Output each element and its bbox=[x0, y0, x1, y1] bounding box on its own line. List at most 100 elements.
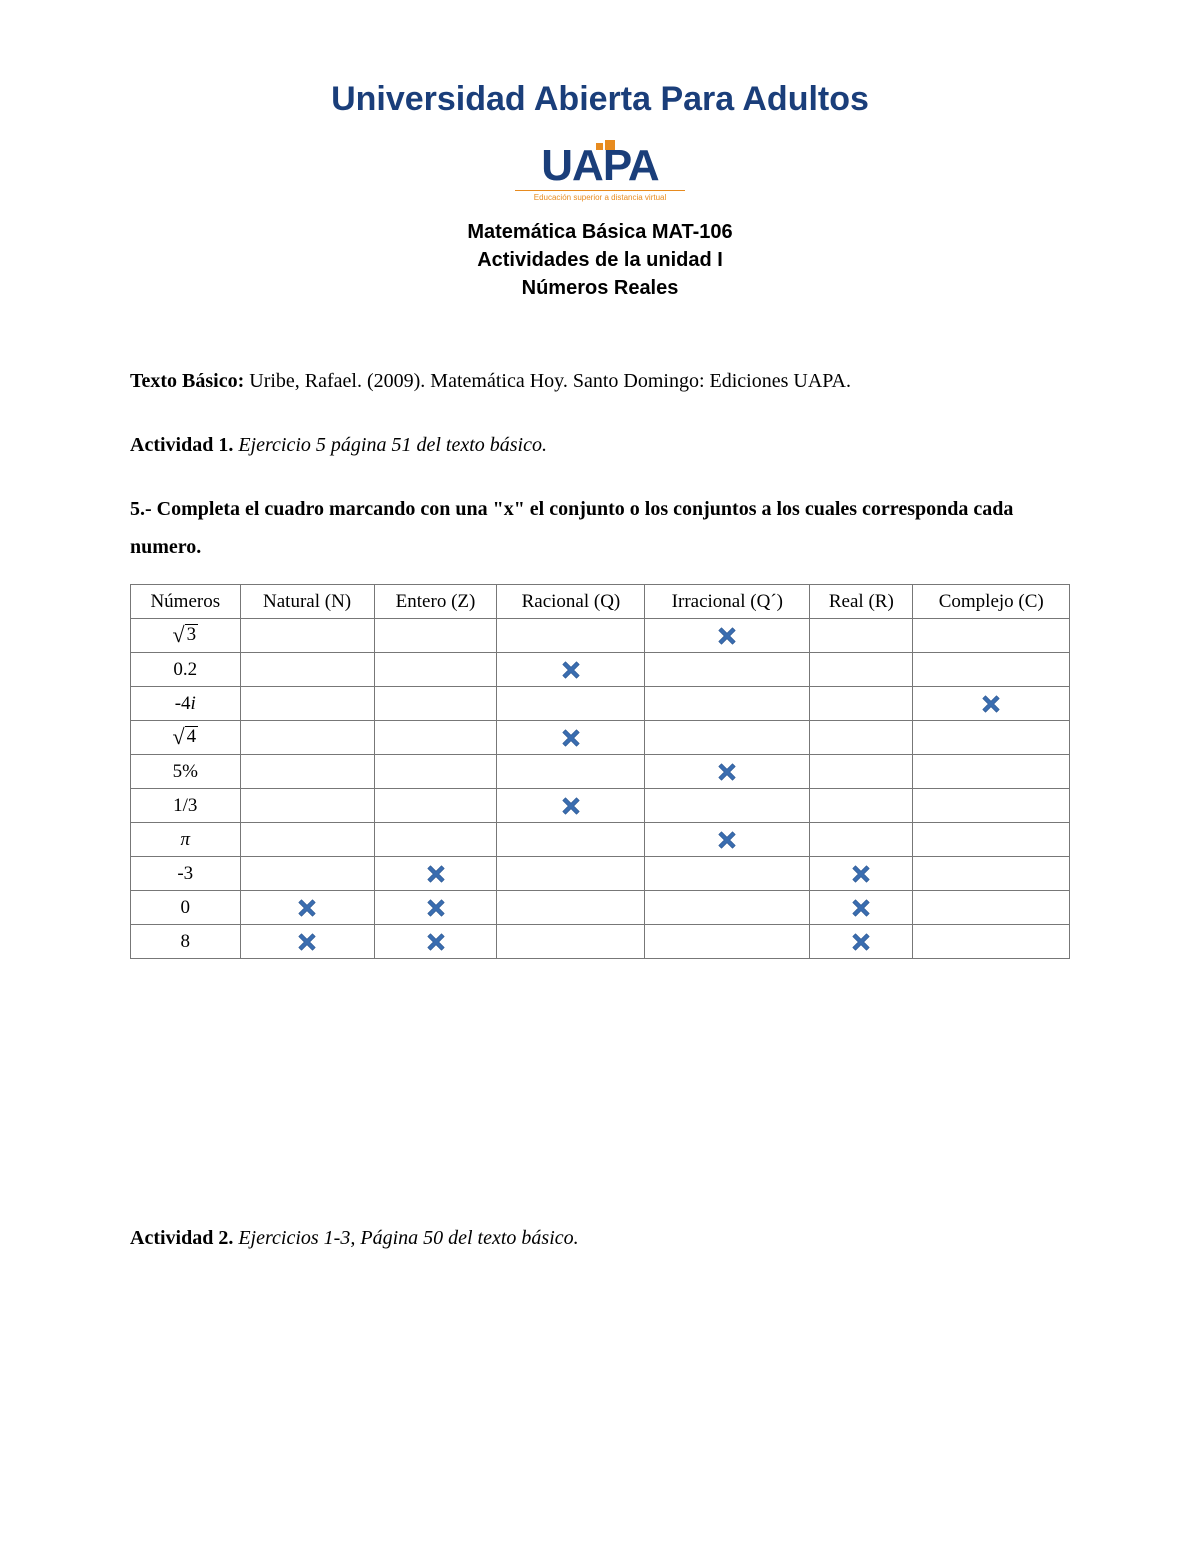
table-cell bbox=[913, 823, 1070, 857]
table-cell bbox=[645, 721, 810, 755]
table-cell bbox=[240, 925, 374, 959]
actividad-2-value: Ejercicios 1-3, Página 50 del texto bási… bbox=[233, 1227, 578, 1249]
table-cell bbox=[645, 755, 810, 789]
number-sets-table: NúmerosNatural (N)Entero (Z)Racional (Q)… bbox=[130, 584, 1070, 959]
row-number-label: 1/3 bbox=[131, 789, 241, 823]
table-cell bbox=[374, 925, 497, 959]
texto-basico-label: Texto Básico: bbox=[130, 370, 244, 392]
table-column-header: Racional (Q) bbox=[497, 585, 645, 619]
course-info: Matemática Básica MAT-106 Actividades de… bbox=[130, 218, 1070, 302]
texto-basico-value: Uribe, Rafael. (2009). Matemática Hoy. S… bbox=[244, 370, 851, 392]
table-cell bbox=[374, 687, 497, 721]
actividad-2-line: Actividad 2. Ejercicios 1-3, Página 50 d… bbox=[130, 1219, 1070, 1257]
row-number-label: -4i bbox=[131, 687, 241, 721]
table-cell bbox=[913, 789, 1070, 823]
course-line-3: Números Reales bbox=[130, 274, 1070, 302]
table-cell bbox=[497, 891, 645, 925]
table-cell bbox=[810, 619, 913, 653]
table-cell bbox=[240, 721, 374, 755]
table-row: -3 bbox=[131, 857, 1070, 891]
table-cell bbox=[240, 891, 374, 925]
table-cell bbox=[913, 925, 1070, 959]
table-cell bbox=[240, 687, 374, 721]
table-cell bbox=[497, 721, 645, 755]
row-number-label: 8 bbox=[131, 925, 241, 959]
table-row: 5% bbox=[131, 755, 1070, 789]
table-cell bbox=[645, 823, 810, 857]
exercise-5-prompt: 5.- Completa el cuadro marcando con una … bbox=[130, 490, 1070, 566]
table-row: √4 bbox=[131, 721, 1070, 755]
table-cell bbox=[374, 755, 497, 789]
university-title: Universidad Abierta Para Adultos bbox=[130, 80, 1070, 119]
table-cell bbox=[497, 823, 645, 857]
table-cell bbox=[374, 653, 497, 687]
table-header-row: NúmerosNatural (N)Entero (Z)Racional (Q)… bbox=[131, 585, 1070, 619]
table-cell bbox=[810, 755, 913, 789]
row-number-label: -3 bbox=[131, 857, 241, 891]
actividad-1-label: Actividad 1. bbox=[130, 434, 233, 456]
table-cell bbox=[810, 823, 913, 857]
table-cell bbox=[374, 789, 497, 823]
table-row: √3 bbox=[131, 619, 1070, 653]
table-cell bbox=[497, 755, 645, 789]
table-cell bbox=[913, 857, 1070, 891]
table-cell bbox=[810, 789, 913, 823]
row-number-label: √3 bbox=[131, 619, 241, 653]
table-cell bbox=[497, 925, 645, 959]
actividad-1-value: Ejercicio 5 página 51 del texto básico. bbox=[233, 434, 547, 456]
table-cell bbox=[240, 619, 374, 653]
table-cell bbox=[645, 891, 810, 925]
table-cell bbox=[913, 653, 1070, 687]
table-column-header: Real (R) bbox=[810, 585, 913, 619]
table-row: 0 bbox=[131, 891, 1070, 925]
logo-text: UAPA bbox=[541, 144, 658, 188]
table-cell bbox=[240, 823, 374, 857]
table-column-header: Complejo (C) bbox=[913, 585, 1070, 619]
table-cell bbox=[810, 687, 913, 721]
table-cell bbox=[374, 857, 497, 891]
table-cell bbox=[240, 857, 374, 891]
course-line-1: Matemática Básica MAT-106 bbox=[130, 218, 1070, 246]
table-cell bbox=[374, 721, 497, 755]
table-cell bbox=[810, 653, 913, 687]
table-cell bbox=[645, 789, 810, 823]
row-number-label: 5% bbox=[131, 755, 241, 789]
texto-basico-line: Texto Básico: Uribe, Rafael. (2009). Mat… bbox=[130, 362, 1070, 400]
table-cell bbox=[913, 891, 1070, 925]
table-cell bbox=[810, 925, 913, 959]
table-row: 0.2 bbox=[131, 653, 1070, 687]
actividad-1-line: Actividad 1. Ejercicio 5 página 51 del t… bbox=[130, 426, 1070, 464]
table-cell bbox=[645, 925, 810, 959]
row-number-label: π bbox=[131, 823, 241, 857]
table-cell bbox=[240, 789, 374, 823]
table-column-header: Entero (Z) bbox=[374, 585, 497, 619]
table-row: 8 bbox=[131, 925, 1070, 959]
table-cell bbox=[497, 619, 645, 653]
table-cell bbox=[810, 891, 913, 925]
table-cell bbox=[810, 857, 913, 891]
table-column-header: Irracional (Q´) bbox=[645, 585, 810, 619]
table-cell bbox=[374, 891, 497, 925]
table-row: 1/3 bbox=[131, 789, 1070, 823]
table-column-header: Números bbox=[131, 585, 241, 619]
table-cell bbox=[374, 823, 497, 857]
table-cell bbox=[645, 687, 810, 721]
document-header: Universidad Abierta Para Adultos UAPA Ed… bbox=[130, 80, 1070, 302]
logo-tagline: Educación superior a distancia virtual bbox=[515, 190, 685, 202]
row-number-label: 0 bbox=[131, 891, 241, 925]
row-number-label: √4 bbox=[131, 721, 241, 755]
table-body: √30.2-4i√45%1/3π-308 bbox=[131, 619, 1070, 959]
table-cell bbox=[240, 653, 374, 687]
actividad-2-label: Actividad 2. bbox=[130, 1227, 233, 1249]
table-row: -4i bbox=[131, 687, 1070, 721]
table-cell bbox=[913, 687, 1070, 721]
course-line-2: Actividades de la unidad I bbox=[130, 246, 1070, 274]
table-cell bbox=[497, 857, 645, 891]
table-cell bbox=[374, 619, 497, 653]
table-cell bbox=[240, 755, 374, 789]
table-cell bbox=[810, 721, 913, 755]
row-number-label: 0.2 bbox=[131, 653, 241, 687]
table-cell bbox=[497, 687, 645, 721]
university-logo: UAPA Educación superior a distancia virt… bbox=[515, 140, 685, 202]
table-cell bbox=[497, 789, 645, 823]
